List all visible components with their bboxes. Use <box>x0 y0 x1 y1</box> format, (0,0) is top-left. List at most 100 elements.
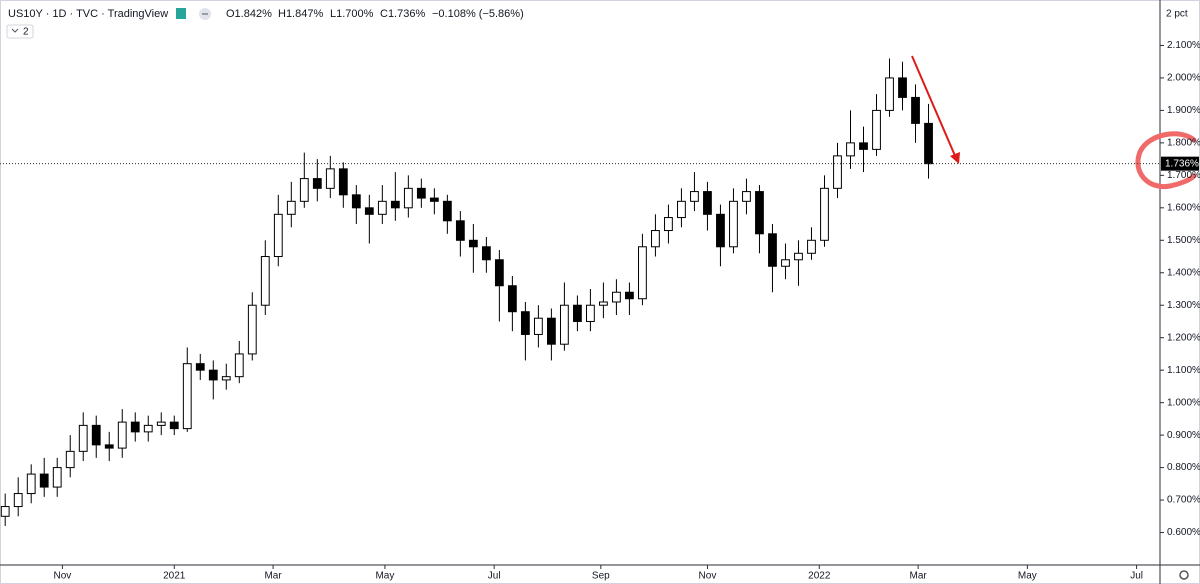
x-tick-label: May <box>1018 571 1037 582</box>
candle-body <box>286 200 296 215</box>
candle-body <box>768 233 777 267</box>
settings-icon[interactable] <box>1179 570 1189 580</box>
candle-body <box>130 421 140 433</box>
indicators-toggle[interactable] <box>6 24 34 39</box>
candle-body <box>78 424 88 452</box>
candle-body <box>455 220 465 241</box>
candle-body <box>26 473 36 495</box>
y-tick-label: 1.900% <box>1167 105 1200 116</box>
candle-body <box>820 187 829 241</box>
candle-body <box>104 444 114 449</box>
candle-body <box>221 376 231 381</box>
candle-body <box>846 142 855 157</box>
annotation-arrowhead <box>950 152 960 164</box>
y-tick-label: 1.200% <box>1167 332 1200 343</box>
candle-body <box>716 213 725 248</box>
y-tick-label: 1.600% <box>1167 202 1200 213</box>
x-tick-label: 2022 <box>808 571 831 582</box>
candle-body <box>625 291 634 300</box>
candle-body <box>91 424 101 446</box>
candle-body <box>13 493 23 508</box>
candle-body <box>911 96 920 124</box>
candle-body <box>794 252 803 261</box>
y-tick-label: 0.700% <box>1167 495 1200 506</box>
candle-body <box>234 353 244 378</box>
candle-body <box>325 168 335 189</box>
candle-body <box>520 311 530 335</box>
x-tick-label: Sep <box>592 571 610 582</box>
annotation-circle <box>1135 131 1197 190</box>
candle-body <box>742 191 751 202</box>
y-tick-label: 2.000% <box>1167 73 1200 84</box>
candle-body <box>833 155 842 189</box>
candle-body <box>390 200 400 209</box>
plot-area <box>0 58 933 527</box>
candle-body <box>872 109 881 150</box>
candle-body <box>416 187 426 199</box>
candle-body <box>403 187 413 209</box>
candle-body <box>924 122 933 165</box>
candle-body <box>208 369 218 381</box>
ohlc-high: H1.847% <box>278 8 323 20</box>
candle-body <box>885 77 894 111</box>
candle-body <box>859 142 868 150</box>
candle-body <box>664 217 673 232</box>
candle-body <box>781 259 790 267</box>
candle-body <box>468 239 478 248</box>
x-tick-label: Mar <box>264 571 282 582</box>
y-tick-label: 1.100% <box>1167 365 1200 376</box>
candle-body <box>898 77 907 98</box>
x-tick-label: Nov <box>54 571 72 582</box>
x-tick-label: Jul <box>1130 571 1143 582</box>
flag-icon <box>176 8 186 19</box>
candle-body <box>377 200 387 215</box>
y-tick-label: 0.800% <box>1167 462 1200 473</box>
candle-body <box>117 421 127 449</box>
candle-body <box>195 363 205 371</box>
candle-body <box>807 239 816 254</box>
candle-body <box>364 207 374 215</box>
candle-body <box>729 200 738 248</box>
x-tick-label: 2021 <box>163 571 186 582</box>
candle-body <box>481 246 491 261</box>
candle-body <box>533 317 543 335</box>
candle-body <box>338 168 348 196</box>
x-tick-label: Nov <box>699 571 717 582</box>
candle-body <box>312 178 322 189</box>
x-tick-label: Mar <box>909 571 927 582</box>
candle-body <box>755 191 764 235</box>
candle-body <box>638 246 647 300</box>
x-tick-label: May <box>375 571 394 582</box>
indicators-count: 2 <box>23 27 29 38</box>
candle-body <box>143 424 153 433</box>
y-tick-label: 1.700% <box>1167 170 1200 181</box>
candle-body <box>299 178 309 202</box>
ohlc-open: O1.842% <box>226 8 272 20</box>
candle-body <box>586 304 595 322</box>
candle-body <box>0 506 10 517</box>
annotation-arrow <box>911 55 957 159</box>
candle-body <box>169 421 179 430</box>
candle-body <box>65 450 75 469</box>
y-tick-label: 0.600% <box>1167 527 1200 538</box>
candle-body <box>260 256 270 306</box>
candle-body <box>507 285 517 313</box>
chevron <box>11 28 19 33</box>
ohlc-low: L1.700% <box>330 8 374 20</box>
candle-body <box>273 213 283 258</box>
y-tick-label: 1.300% <box>1167 300 1200 311</box>
y-tick-label: 2.100% <box>1167 40 1200 51</box>
candle-body <box>351 194 361 209</box>
candle-body <box>494 259 504 287</box>
candle-body <box>429 197 439 202</box>
x-tick-label: Jul <box>488 571 501 582</box>
y-tick-label: 1.500% <box>1167 235 1200 246</box>
candle-body <box>156 421 166 426</box>
ohlc-close: C1.736% <box>380 8 425 20</box>
candle-body <box>690 191 699 202</box>
candle-body <box>546 317 556 345</box>
candle-body <box>39 473 49 488</box>
